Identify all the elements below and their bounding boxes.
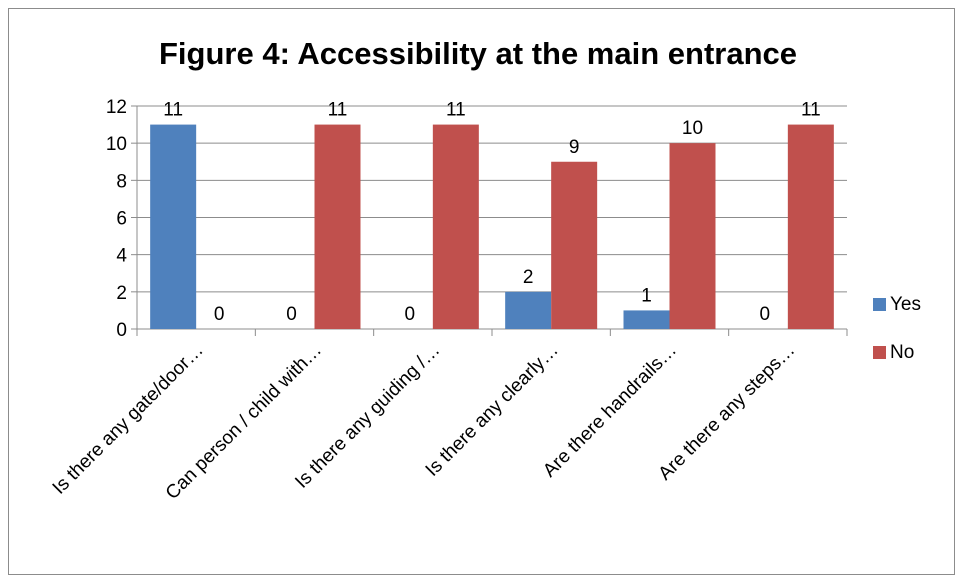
category-label: Is there any clearly… — [422, 340, 563, 481]
legend-swatch-no — [873, 346, 886, 359]
data-label: 11 — [328, 100, 348, 121]
data-label: 0 — [760, 304, 771, 325]
bar-no — [551, 161, 598, 329]
y-tick-label: 12 — [106, 97, 127, 118]
legend-swatch-yes — [873, 298, 886, 311]
data-label: 2 — [523, 267, 534, 288]
data-label: 9 — [569, 137, 580, 158]
category-label: Are there any steps… — [655, 340, 800, 485]
bar-yes — [150, 124, 197, 329]
bars — [150, 124, 834, 329]
chart-title: Figure 4: Accessibility at the main entr… — [159, 36, 797, 71]
bar-no — [314, 124, 361, 329]
legend-label-no: No — [890, 342, 914, 363]
gridlines — [137, 105, 847, 293]
legend: Yes No — [873, 294, 921, 363]
y-tick-label: 6 — [116, 209, 127, 230]
data-label: 11 — [446, 100, 466, 121]
data-label: 11 — [163, 100, 183, 121]
legend-label-yes: Yes — [890, 294, 921, 315]
y-tick-label: 4 — [116, 246, 127, 267]
y-tick-label: 8 — [116, 171, 127, 192]
data-label: 0 — [405, 304, 416, 325]
data-label: 0 — [214, 304, 225, 325]
y-tick-label: 10 — [106, 134, 127, 155]
data-label: 11 — [801, 100, 821, 121]
category-label: Are there handrails… — [539, 340, 681, 482]
bar-no — [787, 124, 834, 329]
data-label: 10 — [682, 118, 703, 139]
data-label: 0 — [286, 304, 297, 325]
bar-yes — [623, 310, 670, 329]
data-label: 1 — [641, 285, 652, 306]
bar-no — [669, 143, 716, 329]
y-tick-label: 2 — [116, 283, 127, 304]
y-tick-label: 0 — [116, 320, 127, 341]
bar-yes — [505, 291, 552, 329]
category-labels: Is there any gate/door…Can person / chil… — [49, 340, 800, 504]
bar-no — [432, 124, 479, 329]
